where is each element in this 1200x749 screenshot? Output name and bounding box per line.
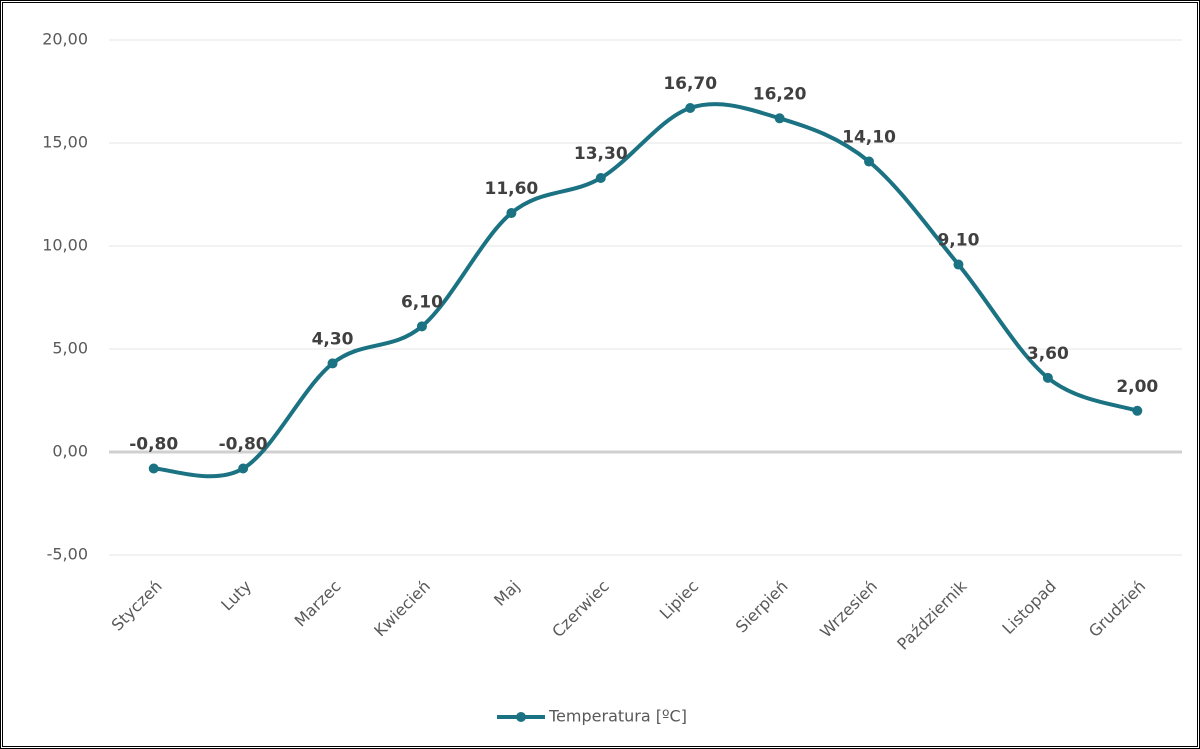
marker [953, 259, 964, 270]
marker [1132, 405, 1143, 416]
marker [416, 321, 427, 332]
data-label: 2,00 [1116, 377, 1158, 397]
marker [774, 113, 785, 124]
legend-marker [516, 712, 526, 722]
data-label: -0,80 [219, 434, 268, 454]
y-tick-label: 10,00 [42, 236, 88, 255]
x-tick-label: Grudzień [1085, 577, 1149, 641]
marker [327, 358, 338, 369]
data-label: 16,20 [753, 84, 807, 104]
x-tick-label: Lipiec [656, 577, 702, 623]
marker [148, 463, 159, 474]
marker [1042, 372, 1053, 383]
data-label: 6,10 [401, 292, 443, 312]
legend-label: Temperatura [ºC] [548, 707, 687, 726]
x-tick-label: Marzec [291, 577, 345, 631]
data-label: 4,30 [312, 329, 354, 349]
data-label: -0,80 [129, 434, 178, 454]
series-line [153, 102, 1138, 479]
x-tick-label: Sierpień [732, 577, 792, 637]
marker [595, 173, 606, 184]
marker [238, 463, 249, 474]
data-label: 9,10 [937, 231, 979, 251]
marker [864, 156, 875, 167]
y-tick-label: 5,00 [52, 339, 88, 358]
data-label: 16,70 [663, 74, 717, 94]
y-tick-label: -5,00 [47, 545, 88, 564]
x-tick-label: Styczeń [108, 577, 166, 635]
x-tick-label: Luty [217, 577, 255, 615]
x-tick-label: Październik [893, 576, 971, 654]
y-tick-label: 20,00 [42, 30, 88, 49]
x-tick-label: Listopad [998, 577, 1059, 638]
y-tick-label: 0,00 [52, 442, 88, 461]
data-label: 14,10 [842, 128, 896, 148]
x-tick-label: Maj [490, 577, 523, 610]
marker [685, 102, 696, 113]
data-label: 13,30 [574, 144, 628, 164]
y-tick-label: 15,00 [42, 133, 88, 152]
marker [506, 208, 517, 219]
x-tick-label: Czerwiec [548, 577, 612, 641]
x-tick-label: Kwiecień [370, 577, 434, 641]
data-label: 3,60 [1027, 344, 1069, 364]
data-label: 11,60 [484, 179, 538, 199]
x-tick-label: Wrzesień [816, 577, 881, 642]
